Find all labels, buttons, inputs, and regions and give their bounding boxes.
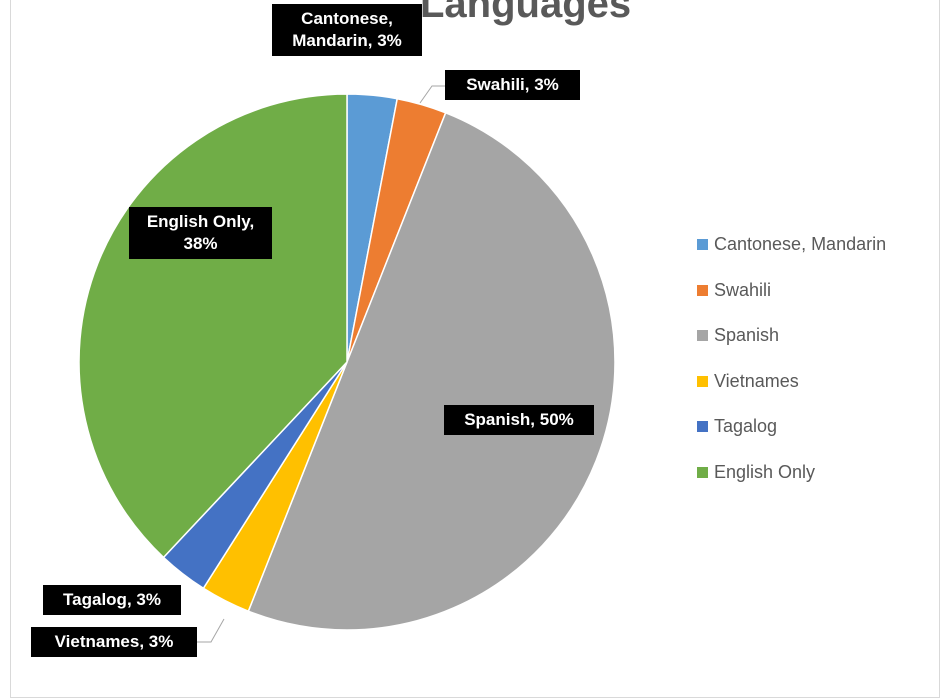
legend-swatch bbox=[697, 375, 708, 387]
data-label-spanish: Spanish, 50% bbox=[444, 405, 594, 435]
legend-item-cantonese-mandarin: Cantonese, Mandarin bbox=[697, 233, 886, 256]
legend-item-swahili: Swahili bbox=[697, 279, 886, 302]
legend-label: Cantonese, Mandarin bbox=[714, 234, 887, 254]
legend-swatch bbox=[697, 421, 708, 433]
data-label-vietnames: Vietnames, 3% bbox=[31, 627, 197, 657]
legend-label: Swahili bbox=[714, 279, 772, 300]
leader-line-vietnames bbox=[197, 618, 225, 643]
leader-line-swahili bbox=[419, 85, 445, 104]
legend: Cantonese, Mandarin Swahili Spanish Viet… bbox=[697, 233, 886, 507]
legend-swatch bbox=[697, 330, 708, 342]
legend-swatch bbox=[697, 466, 708, 478]
legend-swatch bbox=[697, 239, 708, 250]
data-label-english-only: English Only, 38% bbox=[129, 207, 272, 259]
data-label-tagalog: Tagalog, 3% bbox=[43, 585, 181, 615]
chart-title: Languages bbox=[420, 0, 632, 26]
legend-item-vietnames: Vietnames bbox=[697, 370, 886, 393]
legend-swatch bbox=[697, 284, 708, 296]
legend-label: Spanish bbox=[714, 325, 780, 346]
legend-item-english-only: English Only bbox=[697, 461, 886, 484]
data-label-swahili: Swahili, 3% bbox=[445, 70, 580, 100]
legend-item-tagalog: Tagalog bbox=[697, 415, 886, 438]
legend-label: English Only bbox=[714, 461, 816, 482]
legend-label: Vietnames bbox=[714, 370, 799, 391]
data-label-cantonese-mandarin: Cantonese, Mandarin, 3% bbox=[272, 4, 422, 56]
legend-item-spanish: Spanish bbox=[697, 324, 886, 347]
legend-label: Tagalog bbox=[714, 416, 778, 437]
pie-slice-spanish bbox=[247, 111, 616, 631]
